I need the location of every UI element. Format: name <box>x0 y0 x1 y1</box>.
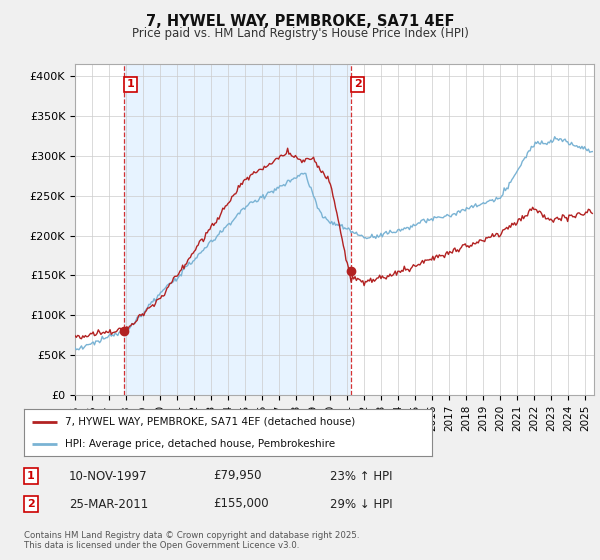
Bar <box>124 64 351 395</box>
Text: Contains HM Land Registry data © Crown copyright and database right 2025.
This d: Contains HM Land Registry data © Crown c… <box>24 531 359 550</box>
Text: £79,950: £79,950 <box>213 469 262 483</box>
Text: £155,000: £155,000 <box>213 497 269 511</box>
Text: 7, HYWEL WAY, PEMBROKE, SA71 4EF (detached house): 7, HYWEL WAY, PEMBROKE, SA71 4EF (detach… <box>65 417 355 427</box>
Text: 23% ↑ HPI: 23% ↑ HPI <box>330 469 392 483</box>
Text: 25-MAR-2011: 25-MAR-2011 <box>69 497 148 511</box>
Text: 1: 1 <box>27 471 35 481</box>
Text: 29% ↓ HPI: 29% ↓ HPI <box>330 497 392 511</box>
Text: 2: 2 <box>27 499 35 509</box>
Text: 2: 2 <box>354 80 361 89</box>
Text: 1: 1 <box>127 80 134 89</box>
Text: 10-NOV-1997: 10-NOV-1997 <box>69 469 148 483</box>
Text: 7, HYWEL WAY, PEMBROKE, SA71 4EF: 7, HYWEL WAY, PEMBROKE, SA71 4EF <box>146 14 454 29</box>
Text: Price paid vs. HM Land Registry's House Price Index (HPI): Price paid vs. HM Land Registry's House … <box>131 27 469 40</box>
Text: HPI: Average price, detached house, Pembrokeshire: HPI: Average price, detached house, Pemb… <box>65 438 335 449</box>
